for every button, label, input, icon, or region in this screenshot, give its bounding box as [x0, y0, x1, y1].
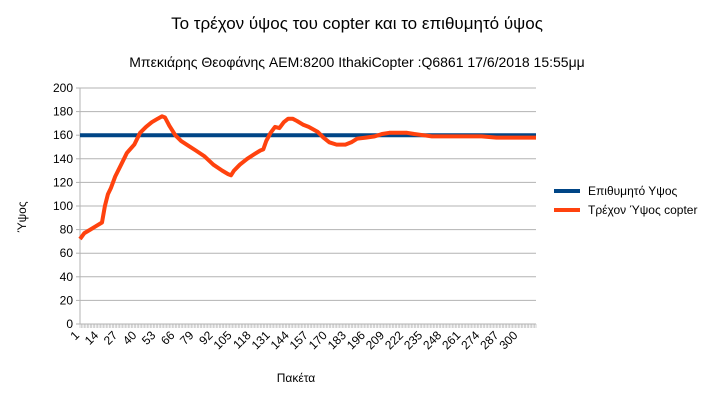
y-tick-label: 0 [66, 317, 73, 331]
y-tick-label: 100 [53, 199, 73, 213]
y-tick-label: 60 [60, 246, 74, 260]
x-tick-label: 66 [158, 328, 178, 348]
x-tick-label: 27 [101, 328, 121, 348]
x-tick-labels: 1 14 27 40 53 66 79 921051181311441571701831962… [67, 328, 520, 352]
y-tick-label: 80 [60, 223, 74, 237]
y-tick-label: 20 [60, 293, 74, 307]
y-tick-label: 40 [60, 270, 74, 284]
x-axis-label: Πακέτα [277, 371, 316, 385]
x-tick-label: 1 [67, 328, 82, 343]
legend-label-2: Τρέχον Ύψος copter [588, 203, 697, 217]
legend-label-1: Επιθυμητό Υψος [588, 184, 678, 198]
y-tick-label: 200 [53, 81, 73, 95]
series-line-2 [78, 114, 536, 241]
y-axis-label: Ύψος [15, 201, 29, 232]
y-tick-label: 120 [53, 175, 73, 189]
x-tick-label: 53 [139, 328, 159, 348]
legend: Επιθυμητό Υψος Τρέχον Ύψος copter [554, 184, 697, 217]
x-tick-label: 14 [82, 328, 102, 348]
x-tick-label: 300 [496, 328, 520, 352]
grid-lines [76, 87, 536, 325]
series-lines [78, 114, 536, 241]
y-tick-label: 140 [53, 152, 73, 166]
x-tick-label: 40 [120, 328, 140, 348]
chart-subtitle: Μπεκιάρης Θεοφάνης AEM:8200 IthakiCopter… [129, 54, 584, 70]
y-tick-label: 160 [53, 128, 73, 142]
axes [79, 88, 537, 328]
y-tick-label: 180 [53, 105, 73, 119]
y-tick-labels: 0 20 40 60 80 100 120 140 160 180 200 [53, 81, 73, 331]
chart-title: Το τρέχον ύψος του copter και το επιθυμη… [171, 14, 543, 33]
x-tick-label: 79 [177, 328, 197, 348]
